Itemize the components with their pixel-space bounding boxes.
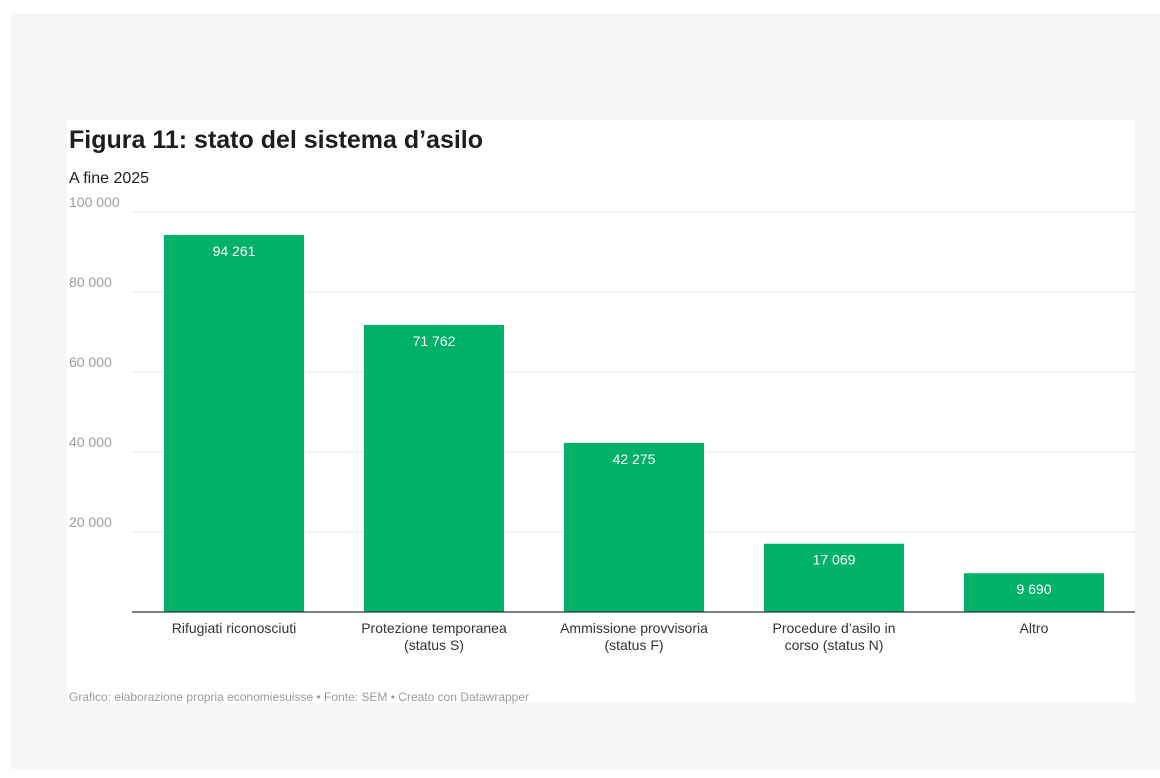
footer-tool: Creato con Datawrapper bbox=[398, 690, 530, 704]
x-tick-label: Protezione temporanea (status S) bbox=[361, 620, 507, 653]
bar bbox=[364, 324, 504, 612]
x-tick-label: Altro bbox=[1020, 620, 1049, 636]
chart-subtitle: A fine 2025 bbox=[69, 170, 150, 187]
y-tick-label: 20 000 bbox=[69, 514, 112, 530]
x-tick-label: Rifugiati riconosciuti bbox=[172, 620, 297, 636]
footer-credit: Grafico: elaborazione propria economiesu… bbox=[69, 690, 314, 704]
y-tick-label: 60 000 bbox=[69, 354, 112, 370]
y-axis-ticks: 20 000 40 000 60 000 80 000 100 000 bbox=[69, 194, 120, 530]
chart-title: Figura 11: stato del sistema d’asilo bbox=[69, 126, 484, 154]
bar bbox=[964, 573, 1104, 612]
footer-separator: • bbox=[390, 690, 395, 704]
bar-value-label: 42 275 bbox=[613, 451, 656, 467]
bar bbox=[564, 442, 704, 612]
bar-value-labels: 94 261 71 762 42 275 17 069 9 690 bbox=[213, 243, 1052, 597]
bars bbox=[164, 234, 1104, 612]
page-background: Figura 11: stato del sistema d’asilo A f… bbox=[10, 13, 1160, 769]
bar bbox=[164, 234, 304, 612]
footer-source: Fonte: SEM bbox=[324, 690, 388, 704]
chart-card: Figura 11: stato del sistema d’asilo A f… bbox=[67, 120, 1135, 704]
footer-separator: • bbox=[316, 690, 321, 704]
bar bbox=[764, 543, 904, 612]
x-tick-label: Procedure d’asilo in corso (status N) bbox=[773, 620, 896, 653]
x-axis-labels: Rifugiati riconosciuti Protezione tempora… bbox=[172, 620, 1049, 653]
bar-value-label: 71 762 bbox=[413, 333, 456, 349]
chart-footer: Grafico: elaborazione propria economiesu… bbox=[69, 690, 529, 704]
y-tick-label: 100 000 bbox=[69, 194, 120, 210]
x-tick-label: Ammissione provvisoria (status F) bbox=[560, 620, 708, 653]
bar-value-label: 9 690 bbox=[1016, 581, 1051, 597]
y-tick-label: 40 000 bbox=[69, 434, 112, 450]
bar-value-label: 94 261 bbox=[213, 243, 256, 259]
bar-chart: 20 000 40 000 60 000 80 000 100 000 94 261 71… bbox=[69, 194, 1135, 653]
bar-value-label: 17 069 bbox=[813, 552, 856, 568]
y-tick-label: 80 000 bbox=[69, 274, 112, 290]
